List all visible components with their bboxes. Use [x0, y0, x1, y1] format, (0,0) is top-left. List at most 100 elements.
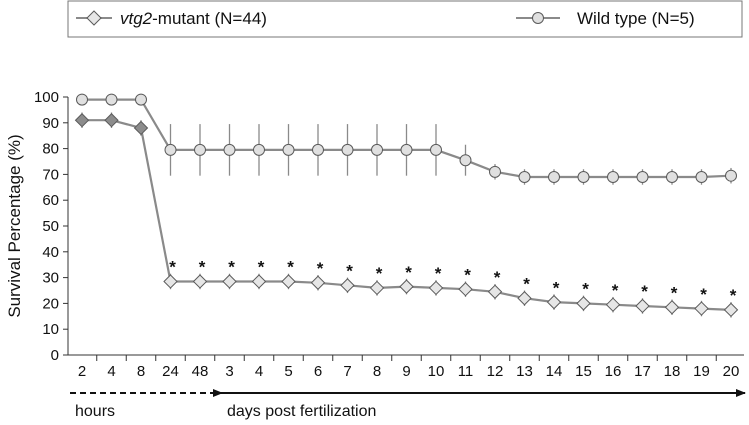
mutant-point — [133, 120, 149, 136]
x-tick-label: 14 — [546, 363, 563, 380]
x-tick-label: 18 — [664, 363, 681, 380]
x-tick-label: 8 — [373, 363, 381, 380]
mutant-point — [428, 280, 444, 296]
wildtype-point — [577, 170, 590, 183]
mutant-point — [517, 291, 532, 306]
legend-mutant-label: vtg2-mutant (N=44) — [120, 9, 267, 28]
significance-star: * — [346, 262, 353, 281]
mutant-point — [694, 301, 709, 316]
y-tick-label: 80 — [42, 141, 59, 158]
significance-star: * — [287, 258, 294, 277]
y-tick-label: 10 — [42, 321, 59, 338]
mutant-point — [251, 274, 267, 289]
x-tick-label: 8 — [137, 363, 145, 380]
y-ticks: 0 10 20 30 40 50 60 70 80 90 100 — [34, 89, 68, 364]
significance-star: * — [435, 264, 442, 283]
significance-star: * — [405, 263, 412, 282]
mutant-point — [340, 278, 355, 293]
mutant-point — [458, 282, 473, 297]
mutant-point — [369, 280, 385, 296]
significance-star: * — [700, 285, 707, 304]
mutant-point — [281, 274, 296, 289]
significance-star: * — [228, 258, 235, 277]
wildtype-point — [518, 170, 531, 183]
series-layer: * * * * * * * * * * * * * * * * * * * * — [74, 93, 739, 318]
wildtype-point — [223, 143, 236, 156]
mutant-point — [104, 113, 119, 128]
wildtype-point — [489, 165, 501, 178]
wildtype-point — [371, 143, 383, 156]
x-tick-label: 4 — [107, 363, 115, 380]
wildtype-point — [164, 143, 177, 156]
legend-mutant-diamond-icon — [86, 10, 102, 26]
significance-star: * — [553, 278, 560, 297]
wildtype-point — [607, 170, 619, 183]
mutant-point — [163, 274, 178, 289]
x-tick-label: 6 — [314, 363, 322, 380]
wildtype-point — [459, 154, 472, 167]
x-tick-label: 5 — [284, 363, 292, 380]
y-tick-label: 20 — [42, 295, 59, 312]
mutant-point — [310, 275, 326, 290]
significance-star: * — [464, 265, 471, 284]
significance-star: * — [582, 280, 589, 299]
mutant-point — [723, 302, 739, 318]
x-tick-label: 9 — [402, 363, 410, 380]
series-wildtype — [76, 93, 737, 185]
mutant-point — [192, 274, 208, 289]
wildtype-point — [695, 170, 708, 183]
significance-star: * — [376, 264, 383, 283]
mutant-point — [605, 297, 621, 312]
significance-star: * — [494, 268, 501, 287]
x-tick-label: 48 — [192, 363, 209, 380]
wildtype-point — [253, 143, 265, 156]
wildtype-point — [312, 143, 324, 156]
y-tick-label: 40 — [42, 244, 59, 261]
x-tick-label: 11 — [458, 363, 474, 380]
significance-star: * — [317, 259, 324, 278]
legend-wildtype-circle-icon — [532, 12, 544, 24]
series-mutant: * * * * * * * * * * * * * * * * * * * * — [74, 112, 739, 318]
x-tick-label: 15 — [575, 363, 592, 380]
wildtype-point — [400, 143, 413, 156]
significance-star: * — [671, 284, 678, 303]
wildtype-point — [666, 170, 678, 183]
mutant-point — [546, 294, 562, 310]
wildtype-point — [76, 93, 88, 106]
x-tick-label: 2 — [78, 363, 86, 380]
wildtype-point — [135, 93, 147, 106]
legend-wildtype-label: Wild type (N=5) — [577, 9, 695, 28]
wildtype-point — [341, 143, 354, 156]
x-tick-label: 19 — [693, 363, 710, 380]
y-tick-label: 100 — [34, 89, 59, 106]
legend-box — [67, 0, 743, 38]
mutant-point — [664, 300, 680, 315]
days-label: days post fertilization — [227, 403, 376, 420]
mutant-point — [222, 274, 237, 289]
x-tick-label: 17 — [634, 363, 651, 380]
legend-mutant-suffix: -mutant (N=44) — [152, 9, 267, 28]
x-tick-label: 3 — [225, 363, 233, 380]
y-tick-label: 70 — [42, 166, 59, 183]
significance-star: * — [641, 282, 648, 301]
y-tick-label: 60 — [42, 192, 59, 209]
x-tick-label: 12 — [487, 363, 504, 380]
y-tick-label: 50 — [42, 218, 59, 235]
x-tick-label: 7 — [343, 363, 351, 380]
y-tick-label: 90 — [42, 115, 59, 132]
y-axis-label: Survival Percentage (%) — [5, 134, 24, 317]
x-tick-label: 24 — [162, 363, 179, 380]
wildtype-point — [105, 93, 118, 106]
mutant-point — [74, 113, 90, 128]
x-tick-label: 13 — [516, 363, 533, 380]
significance-star: * — [523, 275, 530, 294]
wildtype-point — [282, 143, 295, 156]
mutant-point — [576, 296, 591, 311]
legend: vtg2-mutant (N=44) Wild type (N=5) — [67, 0, 743, 38]
wildtype-point — [725, 169, 737, 182]
wildtype-point — [194, 143, 206, 156]
x-groups: hours days post fertilization — [70, 389, 746, 420]
y-tick-label: 30 — [42, 270, 59, 287]
y-tick-label: 0 — [51, 347, 59, 364]
